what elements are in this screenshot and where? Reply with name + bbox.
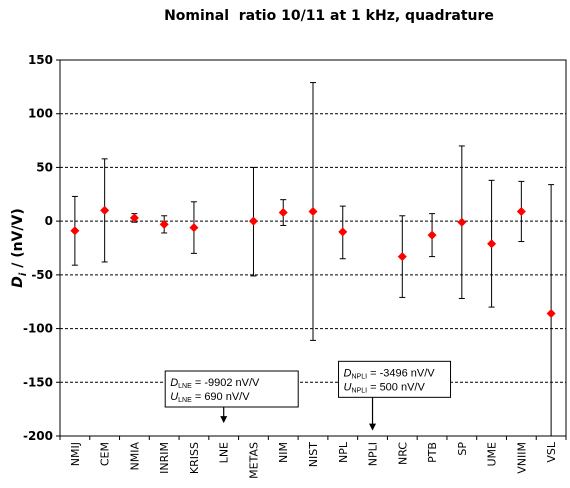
annotation-arrowhead bbox=[220, 416, 228, 424]
error-bars bbox=[71, 82, 555, 437]
x-tick-label: NPLI bbox=[367, 442, 380, 466]
annotation-subscript: LNE bbox=[178, 397, 192, 404]
data-point-sp bbox=[457, 217, 467, 227]
y-axis-label-main: D bbox=[10, 276, 26, 288]
x-tick-label: UME bbox=[486, 442, 499, 467]
annotation-subscript: NPLI bbox=[351, 387, 367, 394]
data-point-nmij bbox=[70, 226, 80, 236]
y-tick-label: -50 bbox=[31, 268, 53, 282]
plot-area bbox=[59, 59, 567, 437]
x-tick-label: NIM bbox=[277, 442, 290, 463]
y-tick-label: -100 bbox=[23, 322, 53, 336]
x-tick-label: NMIA bbox=[128, 442, 141, 471]
annotation-symbol: U bbox=[344, 381, 352, 393]
x-tick-label: PTB bbox=[426, 442, 439, 463]
x-tick-label: VSL bbox=[545, 441, 558, 463]
x-tick-label: KRISS bbox=[188, 442, 201, 474]
data-point-ptb bbox=[427, 230, 437, 240]
annotation-box bbox=[164, 370, 299, 408]
x-tick-label: SP bbox=[456, 442, 469, 456]
y-axis-label: Di / (nV/V) bbox=[10, 208, 29, 287]
data-point-vniim bbox=[516, 206, 526, 216]
data-point-kriss bbox=[189, 223, 199, 233]
x-axis-ticks: NMIJ CEM NMIA INRIM KRISS LNE METAS NIM NIST NPL N… bbox=[59, 436, 567, 479]
annotation-line: DNPLI = -3496 nV/V bbox=[344, 367, 436, 380]
x-tick-label: NIST bbox=[307, 442, 320, 467]
annotation-value: = 690 nV/V bbox=[192, 391, 250, 403]
data-point-nrc bbox=[397, 252, 407, 262]
data-point-npl bbox=[338, 227, 348, 237]
data-markers bbox=[70, 205, 556, 319]
y-tick-label: 0 bbox=[45, 214, 53, 228]
x-tick-label: METAS bbox=[247, 442, 260, 479]
y-tick-label: -200 bbox=[23, 429, 53, 443]
y-tick-label: -150 bbox=[23, 375, 53, 389]
data-point-inrim bbox=[159, 219, 169, 229]
y-axis-label-rest: / (nV/V) bbox=[10, 208, 26, 272]
data-point-vsl bbox=[546, 309, 556, 319]
x-tick-label: NPL bbox=[337, 441, 350, 463]
chart-title: Nominal ratio 10/11 at 1 kHz, quadrature bbox=[164, 8, 494, 24]
x-tick-label: VNIIM bbox=[515, 442, 528, 474]
y-axis-ticks: 150 100 50 0 -50 -100 -150 -200 bbox=[23, 53, 60, 443]
annotation-value: = -3496 nV/V bbox=[367, 367, 435, 379]
annotation-value: = 500 nV/V bbox=[367, 381, 425, 393]
annotation-symbol: D bbox=[170, 377, 178, 389]
x-tick-label: INRIM bbox=[158, 442, 171, 474]
y-tick-label: 50 bbox=[36, 160, 53, 174]
annotation-value: = -9902 nV/V bbox=[192, 377, 260, 389]
annotation-symbol: U bbox=[170, 391, 178, 403]
x-tick-label: CEM bbox=[99, 442, 112, 466]
data-point-metas bbox=[248, 216, 258, 226]
annotation-line: UNPLI = 500 nV/V bbox=[344, 381, 426, 394]
annotation-subscript: NPLI bbox=[351, 373, 367, 380]
annotation-line: ULNE = 690 nV/V bbox=[170, 391, 250, 404]
x-tick-label: NMIJ bbox=[69, 442, 82, 466]
annotation-box bbox=[338, 360, 452, 398]
y-tick-label: 100 bbox=[28, 107, 53, 121]
x-tick-label: NRC bbox=[396, 442, 409, 465]
y-axis-label-sub: i bbox=[18, 272, 29, 276]
annotation-subscript: LNE bbox=[178, 383, 192, 390]
data-point-nist bbox=[308, 206, 318, 216]
data-point-cem bbox=[100, 205, 110, 215]
data-point-ume bbox=[487, 239, 497, 249]
annotation-symbol: D bbox=[344, 367, 352, 379]
data-point-nim bbox=[278, 208, 288, 218]
annotation-line: DLNE = -9902 nV/V bbox=[170, 377, 260, 390]
y-tick-label: 150 bbox=[28, 53, 53, 67]
annotation-arrowhead bbox=[369, 423, 377, 431]
data-point-nmia bbox=[129, 213, 139, 223]
x-tick-label: LNE bbox=[218, 442, 231, 463]
